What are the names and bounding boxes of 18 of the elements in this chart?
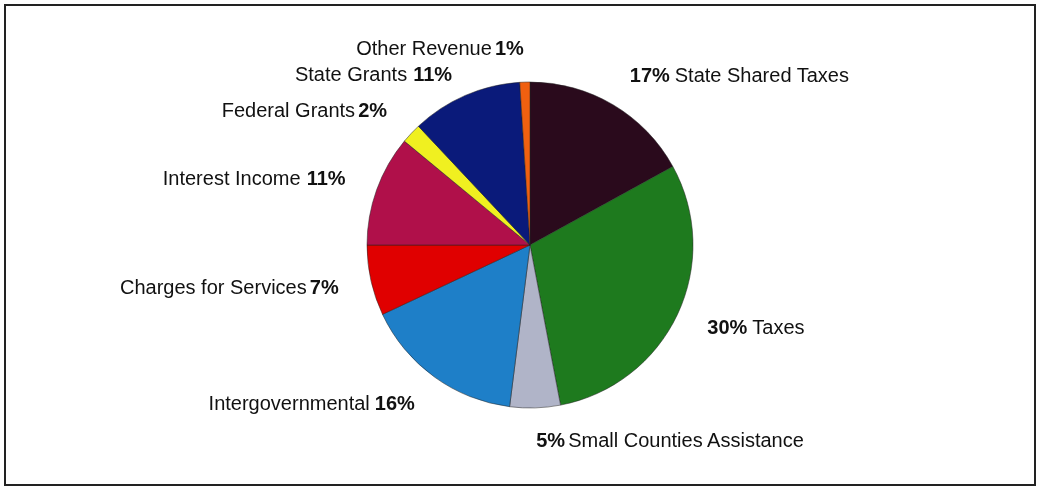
data-label: 1% [494,37,525,60]
data-label: 16% [374,391,416,414]
slice-label: State Grants [294,63,408,86]
data-label: 30% [707,316,748,339]
slice-label: Intergovernmental [208,391,370,414]
slice-label: Interest Income [162,166,301,189]
data-label: 7% [309,275,339,298]
slice-label: Other Revenue [356,37,492,60]
slice-label: Small Counties Assistance [568,428,804,451]
slice-label: Federal Grants [221,98,356,121]
data-label: 11% [306,166,346,189]
data-label: 11% [413,63,453,86]
data-label: 5% [536,428,566,451]
data-label: 2% [358,98,388,121]
slice-label: Charges for Services [119,275,307,298]
slice-label: Taxes [752,316,805,339]
data-label: 17% [629,64,671,87]
slice-label: State Shared Taxes [674,64,849,87]
